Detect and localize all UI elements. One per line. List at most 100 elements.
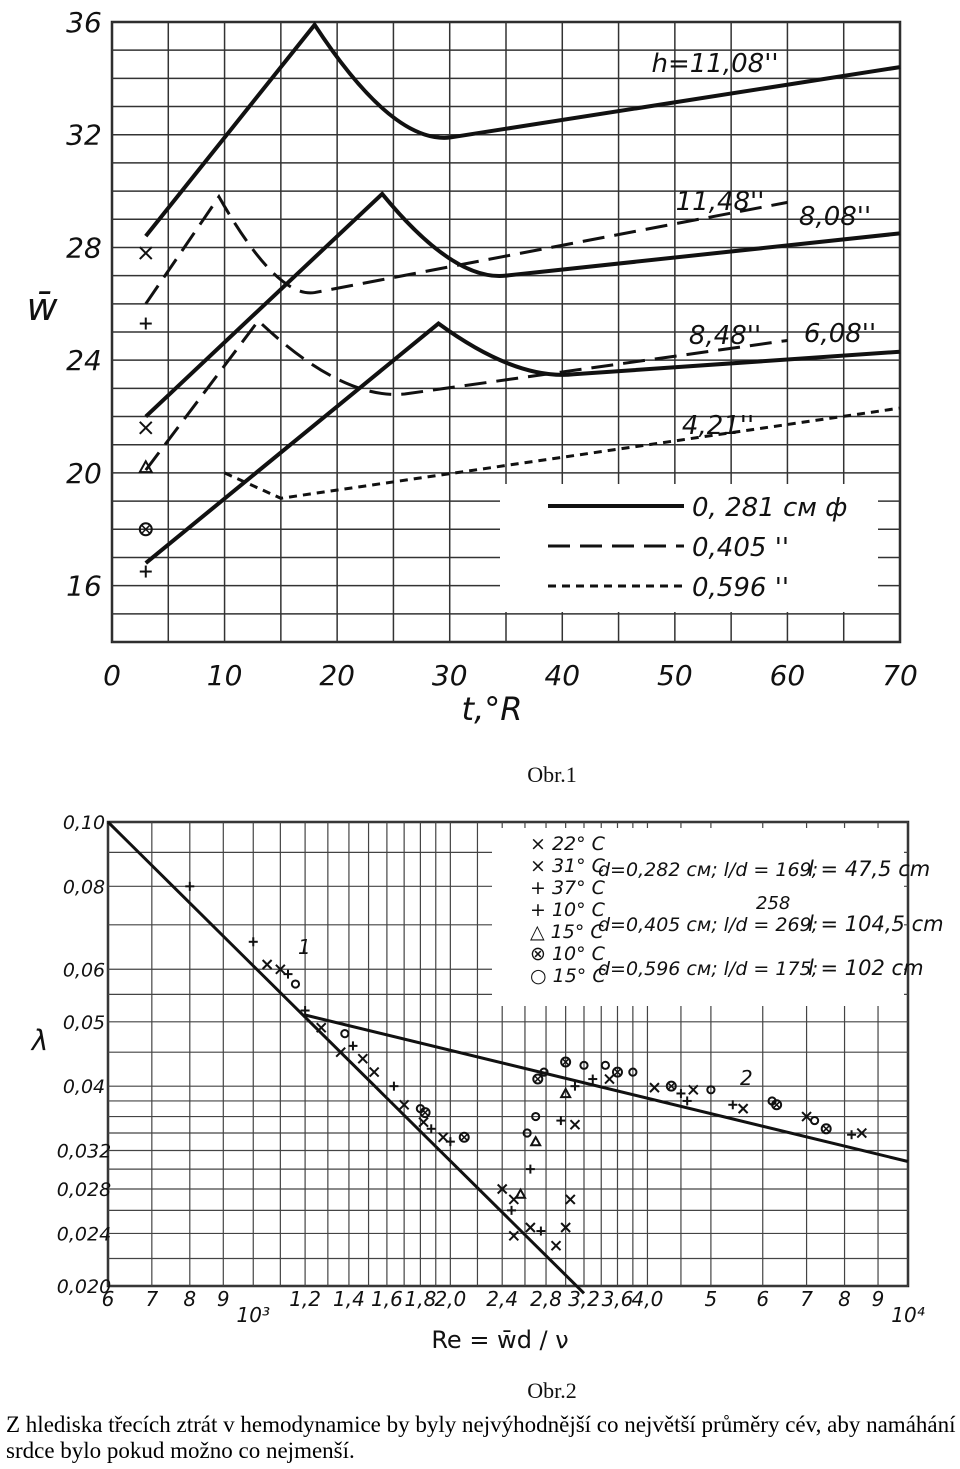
fig2-point-11 xyxy=(357,1053,369,1064)
fig2-point-16-b xyxy=(421,1108,429,1117)
fig2-point-47-b xyxy=(613,1068,622,1076)
fig2-point-33 xyxy=(531,1111,541,1122)
fig1-x-tick: 50 xyxy=(657,659,693,692)
fig2-point-51 xyxy=(676,1088,686,1098)
fig2-point-22-b xyxy=(496,1183,508,1195)
fig2-point-42 xyxy=(560,1056,572,1068)
fig2-point-39 xyxy=(569,1119,581,1130)
fig2-point-60 xyxy=(820,1123,832,1135)
fig1-y-tick: 24 xyxy=(66,344,102,377)
fig2-point-7-b xyxy=(316,1022,327,1033)
fig1-series-line-1 xyxy=(144,193,788,305)
fig1-marker-2-b xyxy=(139,421,153,435)
fig2-legend-desc: d=0,596 см; l/d = 175; xyxy=(598,958,818,980)
fig1-x-tick: 70 xyxy=(882,659,918,692)
fig2-point-34-ring xyxy=(532,1073,544,1085)
fig2-point-20 xyxy=(445,1137,455,1147)
fig2-x-tick: 1,6 xyxy=(371,1287,403,1311)
fig2-point-21-b xyxy=(460,1133,468,1141)
fig2-point-17-b xyxy=(418,1116,429,1128)
fig1-x-tick: 30 xyxy=(432,659,468,692)
fig2-point-13 xyxy=(389,1081,399,1091)
fig2-point-36 xyxy=(529,1135,542,1147)
fig1-series-line-4 xyxy=(144,321,901,565)
fig2-point-60-ring xyxy=(820,1123,832,1135)
fig2-point-31-b xyxy=(565,1194,576,1205)
fig2-point-6 xyxy=(300,1006,310,1016)
fig2-point-21 xyxy=(458,1131,470,1143)
fig2-point-5 xyxy=(290,979,301,989)
fig2-point-35 xyxy=(539,1067,549,1077)
fig1-y-tick: 32 xyxy=(66,119,102,152)
fig2-point-18 xyxy=(426,1124,436,1134)
fig1-curve-label: h=11,08'' xyxy=(652,49,779,79)
fig1-marker-1 xyxy=(139,317,152,330)
fig2-point-27 xyxy=(508,1230,520,1242)
fig1-y-axis-label: w̄ xyxy=(26,285,58,329)
fig2-point-58-b xyxy=(772,1101,781,1109)
fig2-point-44 xyxy=(600,1060,610,1070)
fig1-curve-label: 6,08'' xyxy=(804,319,876,349)
fig2-x-tick: 10³ xyxy=(237,1303,270,1327)
fig1-marker-3 xyxy=(138,459,154,474)
fig2-point-8 xyxy=(340,1029,350,1039)
fig2-legend-marker: ○ 15° C xyxy=(530,965,606,987)
fig2-y-tick: 0,05 xyxy=(63,1012,105,1034)
fig1-x-tick: 40 xyxy=(544,659,580,692)
fig2-point-0 xyxy=(185,881,195,891)
fig1-marker-4-ring xyxy=(138,522,153,537)
fig2-legend: × 22° C× 31° C+ 37° Cd=0,282 см; l/d = 1… xyxy=(492,828,944,1006)
fig2-point-56 xyxy=(728,1100,738,1110)
fig2-line2-label: 2 xyxy=(740,1066,753,1090)
fig2-y-tick: 0,032 xyxy=(57,1140,111,1162)
fig2-point-3 xyxy=(275,964,286,975)
fig2-point-31 xyxy=(565,1194,576,1205)
fig2-point-59-b xyxy=(801,1111,812,1122)
fig2-point-17 xyxy=(418,1116,429,1128)
fig2-legend-marker: × 22° C xyxy=(530,833,606,855)
fig2-y-tick: 0,020 xyxy=(57,1276,111,1298)
fig2-point-14-b xyxy=(398,1099,410,1110)
fig2-x-tick: 9 xyxy=(217,1287,230,1311)
fig2-y-tick: 0,028 xyxy=(57,1179,111,1201)
fig2-point-58 xyxy=(771,1099,783,1111)
fig2-legend-desc: d=0,405 см; l/d = 269; xyxy=(598,914,818,936)
fig1-marker-0 xyxy=(139,246,153,260)
fig2-legend-desc: d=0,282 см; l/d = 169; xyxy=(598,859,818,881)
fig2-y-tick: 0,10 xyxy=(63,812,105,834)
fig1-y-tick: 28 xyxy=(66,231,102,264)
fig2-legend-marker: + 10° C xyxy=(530,899,606,921)
fig1-x-tick: 20 xyxy=(319,659,355,692)
fig2-point-30-b xyxy=(560,1222,571,1233)
fig1-y-tick: 20 xyxy=(66,457,102,490)
fig2-x-tick: 5 xyxy=(705,1287,718,1311)
fig2-legend-marker: × 31° C xyxy=(530,855,606,877)
fig2-x-tick: 2,4 xyxy=(486,1287,518,1311)
caption-text: Z hlediska třecích ztrát v hemodynamice … xyxy=(6,1412,956,1463)
fig2-point-42-b xyxy=(561,1058,570,1066)
fig1-marker-2 xyxy=(139,421,153,435)
fig2-point-26 xyxy=(525,1222,536,1233)
fig2-point-62 xyxy=(847,1130,857,1140)
fig2-point-30 xyxy=(560,1222,571,1233)
fig2-x-tick: 9 xyxy=(872,1287,885,1311)
fig1-curve-label: 8,08'' xyxy=(799,202,871,232)
fig2-point-11-b xyxy=(357,1053,369,1064)
fig1-legend-label: 0,596 '' xyxy=(692,573,789,603)
fig2-point-55 xyxy=(737,1103,749,1114)
fig1-x-axis-label: t,°R xyxy=(462,690,523,728)
fig1-marker-5 xyxy=(139,565,152,578)
fig1-series xyxy=(144,21,901,565)
fig2-point-7 xyxy=(316,1022,327,1033)
fig2-point-50-b xyxy=(667,1082,675,1090)
fig2-point-42-ring xyxy=(560,1056,572,1068)
fig2-point-49-b xyxy=(649,1082,660,1093)
fig2-point-34 xyxy=(532,1073,544,1085)
fig2-x-tick: 6 xyxy=(756,1287,769,1311)
fig1-series-line-5 xyxy=(223,406,901,500)
fig2-y-tick: 0,024 xyxy=(57,1223,111,1245)
fig2-legend-marker: △ 15° C xyxy=(530,921,604,943)
fig2-point-19 xyxy=(437,1132,449,1143)
fig2-x-tick: 7 xyxy=(800,1287,813,1311)
fig2-point-63 xyxy=(856,1127,867,1139)
